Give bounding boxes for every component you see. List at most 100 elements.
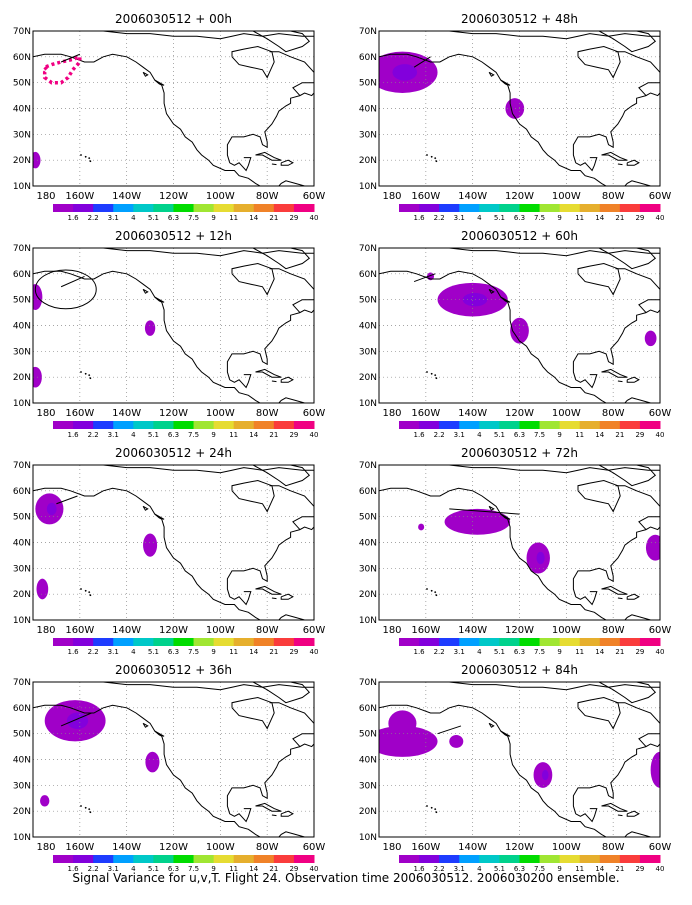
coastline — [626, 810, 640, 817]
colorbar-swatch — [439, 204, 460, 212]
colorbar-label: 3.1 — [108, 214, 119, 222]
map-frame — [378, 464, 661, 621]
lon-tick-label: 140W — [112, 625, 141, 636]
colorbar-swatch — [53, 421, 74, 429]
colorbar-swatch — [93, 855, 114, 863]
lon-tick-label: 140W — [112, 408, 141, 419]
colorbar-swatch — [93, 421, 114, 429]
lat-tick-label: 20N — [13, 807, 31, 817]
coastline — [488, 505, 495, 511]
lon-tick-label: 140W — [112, 191, 141, 202]
colorbar-label: 7.5 — [534, 865, 545, 873]
coastline — [500, 79, 511, 86]
lat-tick-label: 50N — [13, 79, 31, 89]
signal-core — [46, 502, 57, 516]
coastline — [154, 730, 165, 737]
signal-core — [541, 769, 549, 781]
lon-tick-label: 160W — [65, 842, 94, 853]
colorbar-swatch — [419, 204, 440, 212]
coastline — [255, 368, 282, 378]
map-panel-00h: 2006030512 + 00h 70N 60N 50N 40N 30N 20N 10N 180… — [13, 12, 326, 222]
coastline — [615, 702, 660, 747]
lon-tick-label: 180 — [382, 842, 401, 853]
colorbar-swatch — [399, 638, 420, 646]
coastline — [154, 296, 165, 303]
colorbar-swatch — [113, 421, 134, 429]
coastline — [142, 288, 149, 294]
lat-tick-label: 40N — [359, 105, 377, 115]
coastline — [267, 180, 313, 186]
map-frame — [32, 464, 315, 621]
coastline — [572, 743, 660, 814]
colorbar-swatch — [459, 421, 480, 429]
coastline — [75, 682, 314, 691]
coastline — [226, 743, 314, 814]
observation-circle — [34, 269, 97, 310]
coastline — [269, 702, 314, 747]
coastline — [379, 704, 614, 837]
lon-tick-label: 140W — [458, 842, 487, 853]
colorbar-label: 21 — [269, 648, 278, 656]
colorbar-label: 4 — [477, 214, 482, 222]
lon-tick-label: 180 — [382, 408, 401, 419]
coastline — [615, 268, 660, 313]
colorbar-label: 40 — [656, 431, 665, 439]
coastline — [421, 31, 660, 40]
colorbar-swatch — [133, 421, 154, 429]
coastline — [280, 810, 294, 817]
colorbar-swatch — [419, 638, 440, 646]
colorbar-label: 1.6 — [68, 865, 80, 873]
lat-tick-label: 70N — [13, 27, 31, 37]
colorbar-swatch — [133, 638, 154, 646]
coastline — [231, 696, 275, 730]
colorbar-label: 29 — [289, 865, 298, 873]
colorbar-label: 2.2 — [88, 214, 99, 222]
coastline — [142, 71, 149, 77]
colorbar-label: 4 — [477, 865, 482, 873]
colorbar-swatch — [253, 421, 275, 429]
colorbar-swatch — [499, 638, 520, 646]
colorbar-label: 6.3 — [168, 648, 179, 656]
colorbar-swatch — [599, 421, 621, 429]
lon-tick-label: 60W — [649, 625, 672, 636]
colorbar-label: 40 — [310, 214, 319, 222]
coastline — [577, 696, 621, 730]
lon-tick-label: 160W — [65, 408, 94, 419]
lon-tick-label: 160W — [411, 408, 440, 419]
colorbar-swatch — [153, 638, 174, 646]
lon-tick-label: 80W — [602, 191, 625, 202]
colorbar-label: 1.6 — [414, 865, 426, 873]
coastline — [601, 368, 628, 378]
colorbar-label: 40 — [310, 865, 319, 873]
colorbar-label: 1.6 — [414, 431, 426, 439]
colorbar-swatch — [233, 638, 255, 646]
coastline — [575, 591, 598, 606]
colorbar-swatch — [499, 204, 520, 212]
lat-tick-label: 10N — [13, 833, 31, 843]
colorbar-swatch — [273, 204, 295, 212]
colorbar-swatch — [459, 204, 480, 212]
colorbar-label: 1.6 — [68, 648, 80, 656]
colorbar-label: 2.2 — [88, 431, 99, 439]
lat-tick-label: 40N — [13, 322, 31, 332]
colorbar-swatch — [233, 855, 255, 863]
colorbar-label: 6.3 — [168, 865, 179, 873]
coastline — [252, 31, 311, 53]
coastline — [226, 92, 314, 163]
colorbar-swatch — [619, 638, 641, 646]
colorbar-label: 3.1 — [454, 431, 465, 439]
colorbar-label: 5.1 — [148, 431, 159, 439]
colorbar-label: 29 — [289, 431, 298, 439]
lat-tick-label: 30N — [13, 130, 31, 140]
colorbar-swatch — [53, 855, 74, 863]
map-frame — [378, 681, 661, 838]
coastline — [142, 722, 149, 728]
coastline — [255, 802, 282, 812]
colorbar-swatch — [213, 855, 235, 863]
lat-tick-label: 50N — [13, 513, 31, 523]
coastline — [379, 487, 614, 620]
colorbar-swatch — [293, 204, 315, 212]
colorbar-swatch — [419, 421, 440, 429]
lon-tick-label: 80W — [256, 191, 279, 202]
coastline — [271, 597, 277, 600]
